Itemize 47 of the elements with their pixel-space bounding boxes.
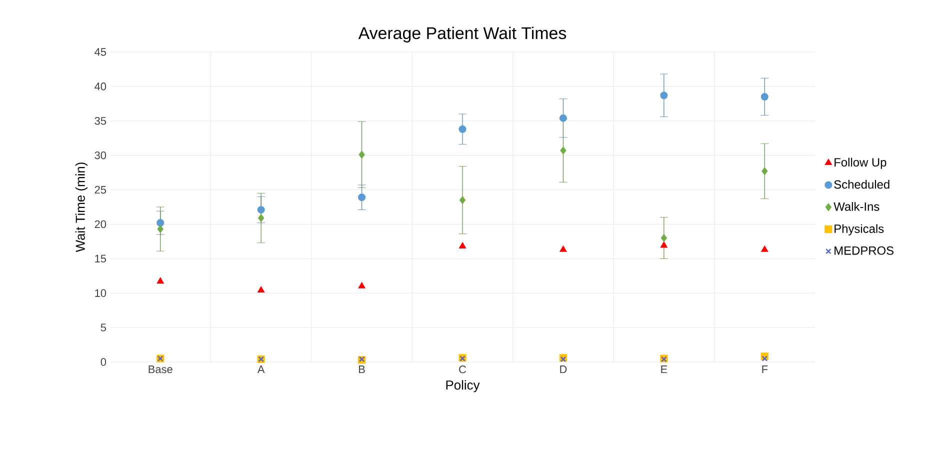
point xyxy=(760,92,768,101)
y-tick-label: 45 xyxy=(94,48,106,56)
chart-title: Average Patient Wait Times xyxy=(358,26,566,42)
point xyxy=(156,219,164,227)
y-tick-label: 5 xyxy=(100,324,106,332)
x-tick-label: B xyxy=(359,366,365,374)
y-axis-title: Wait Time (min) xyxy=(75,162,88,252)
point xyxy=(459,242,466,248)
point xyxy=(660,92,668,100)
point xyxy=(460,196,466,204)
x-tick-label: A xyxy=(257,366,265,374)
point xyxy=(358,282,366,288)
x-tick-label: E xyxy=(661,366,668,374)
point xyxy=(358,150,365,158)
y-tick-label: 40 xyxy=(94,82,106,90)
x-tick-label: Base xyxy=(148,366,172,374)
y-tick-label: 0 xyxy=(100,358,106,366)
point xyxy=(660,242,668,248)
point xyxy=(560,246,567,252)
y-tick-label: 25 xyxy=(94,186,106,194)
point xyxy=(660,234,667,242)
y-tick-label: 10 xyxy=(95,289,106,297)
y-tick-label: 30 xyxy=(94,151,106,160)
point xyxy=(157,225,164,233)
x-tick-label: F xyxy=(762,366,768,374)
legend-label: Physicals xyxy=(834,224,884,236)
point xyxy=(762,356,768,362)
point xyxy=(258,214,264,222)
legend-label: MEDPROS xyxy=(834,246,894,255)
point xyxy=(761,246,768,252)
point xyxy=(559,114,568,122)
point xyxy=(358,194,366,202)
point xyxy=(560,146,566,154)
point xyxy=(257,206,265,214)
y-tick-label: 15 xyxy=(95,254,106,262)
y-tick-label: 35 xyxy=(94,117,106,125)
point xyxy=(258,286,264,293)
x-tick-label: C xyxy=(459,366,466,374)
point xyxy=(157,278,164,284)
point xyxy=(458,125,466,133)
point xyxy=(762,167,768,175)
x-axis-title: Policy xyxy=(446,380,480,392)
legend-label: Scheduled xyxy=(834,180,890,189)
y-tick-label: 20 xyxy=(94,220,106,228)
x-tick-label: D xyxy=(560,366,567,374)
legend-label: Walk-Ins xyxy=(834,202,880,211)
legend-label: Follow Up xyxy=(834,158,886,169)
